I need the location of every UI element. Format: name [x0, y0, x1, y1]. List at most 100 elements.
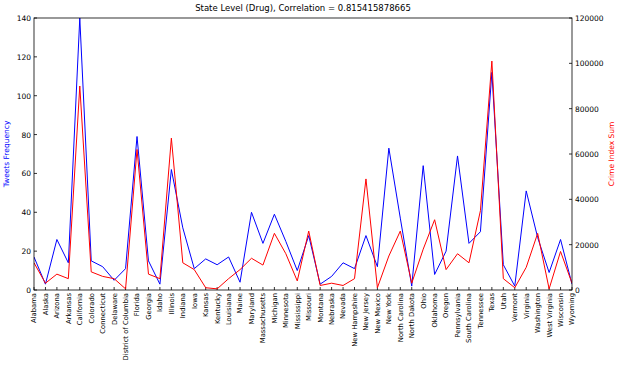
y-tick-label: 80	[21, 131, 31, 140]
y2-axis-label: Crime Index Sum	[607, 122, 616, 187]
x-tick-label: Maryland	[248, 293, 256, 325]
x-tick-label: New Hampshire	[351, 293, 359, 347]
x-tick	[503, 287, 504, 290]
y-tick	[34, 251, 37, 252]
x-tick-label: North Dakota	[408, 293, 416, 338]
x-tick	[400, 287, 401, 290]
title: State Level (Drug), Correlation = 0.8154…	[195, 3, 411, 13]
x-tick-label: District of Columbia	[122, 293, 130, 360]
x-tick	[91, 287, 92, 290]
x-tick-label: West Virginia	[546, 293, 554, 338]
y-tick	[34, 212, 37, 213]
x-tick	[560, 287, 561, 290]
x-tick-label: Michigan	[271, 293, 279, 323]
x-tick-label: Alabama	[30, 293, 38, 323]
x-tick-label: Washington	[534, 293, 542, 333]
x-tick-label: Oklahoma	[431, 293, 439, 328]
x-tick	[457, 287, 458, 290]
y2-tick	[569, 154, 572, 155]
y2-tick-label: 120000	[575, 14, 604, 23]
x-tick-label: New York	[385, 293, 393, 324]
x-tick-label: Kansas	[202, 293, 210, 318]
y-tick	[34, 134, 37, 135]
x-tick-label: Missouri	[305, 293, 313, 321]
x-tick-label: Minnesota	[282, 293, 290, 328]
x-tick-label: Nevada	[339, 293, 347, 319]
y2-tick-label: 80000	[575, 105, 599, 114]
x-tick	[114, 287, 115, 290]
x-tick-label: Louisiana	[225, 293, 233, 325]
y2-tick	[569, 63, 572, 64]
x-tick	[320, 287, 321, 290]
y-tick	[34, 56, 37, 57]
x-tick-label: New Jersey	[362, 293, 370, 331]
plot-frame	[34, 18, 572, 290]
x-tick	[148, 287, 149, 290]
x-tick-label: Idaho	[156, 293, 164, 312]
y2-tick-label: 60000	[575, 150, 599, 159]
x-tick	[446, 287, 447, 290]
x-tick	[537, 287, 538, 290]
x-tick-label: Tennessee	[477, 293, 485, 329]
y2-tick-label: 40000	[575, 195, 599, 204]
x-tick	[411, 287, 412, 290]
x-tick	[354, 287, 355, 290]
y-tick	[34, 95, 37, 96]
x-tick	[102, 287, 103, 290]
x-tick-label: California	[76, 293, 84, 325]
x-tick-label: Massachusetts	[259, 293, 267, 344]
y-tick-label: 120	[17, 53, 32, 62]
x-tick-label: Georgia	[145, 293, 153, 320]
x-tick-label: Pennsylvania	[454, 293, 462, 338]
x-tick	[228, 287, 229, 290]
y-tick-label: 60	[21, 169, 31, 178]
chart: State Level (Drug), Correlation = 0.8154…	[0, 0, 622, 367]
x-tick	[297, 287, 298, 290]
x-tick-label: Illinois	[168, 293, 176, 315]
x-tick-label: South Carolina	[465, 293, 473, 343]
y-tick-label: 140	[17, 14, 32, 23]
x-tick	[285, 287, 286, 290]
x-tick-label: Utah	[500, 293, 508, 309]
y-axis-label: Tweets Frequency	[2, 120, 11, 188]
x-tick	[343, 287, 344, 290]
x-tick	[423, 287, 424, 290]
y2-tick	[569, 199, 572, 200]
y-tick-label: 20	[21, 247, 31, 256]
y-tick	[34, 173, 37, 174]
x-tick	[45, 287, 46, 290]
y-tick-label: 100	[17, 92, 32, 101]
x-tick-label: Connecticut	[99, 293, 107, 334]
series-line	[34, 61, 572, 289]
x-tick-label: Montana	[317, 293, 325, 323]
x-tick	[274, 287, 275, 290]
x-tick	[365, 287, 366, 290]
x-tick-label: Wisconsin	[557, 293, 565, 327]
x-tick-label: Wyoming	[568, 293, 576, 325]
y2-tick-label: 20000	[575, 241, 599, 250]
y2-tick-label: 100000	[575, 59, 604, 68]
x-tick	[480, 287, 481, 290]
x-tick-label: Oregon	[442, 293, 450, 318]
x-tick-label: Texas	[488, 293, 496, 313]
plot-lines	[34, 18, 572, 289]
x-tick	[388, 287, 389, 290]
x-tick-label: Nebraska	[328, 293, 336, 325]
y2-tick	[569, 108, 572, 109]
x-tick	[526, 287, 527, 290]
x-tick-label: New Mexico	[374, 293, 382, 334]
x-tick-label: Colorado	[88, 293, 96, 323]
x-tick-label: Arizona	[53, 293, 61, 319]
x-tick	[56, 287, 57, 290]
x-tick-label: Mississippi	[294, 293, 302, 329]
x-tick-label: North Carolina	[397, 293, 405, 342]
x-tick	[251, 287, 252, 290]
x-tick-label: Kentucky	[214, 293, 222, 324]
x-tick	[331, 287, 332, 290]
x-tick-label: Arkansas	[65, 293, 73, 324]
y-tick-label: 40	[21, 208, 31, 217]
x-tick-label: Virginia	[523, 293, 531, 319]
y2-tick	[569, 244, 572, 245]
x-tick	[240, 287, 241, 290]
series-line	[34, 18, 572, 286]
